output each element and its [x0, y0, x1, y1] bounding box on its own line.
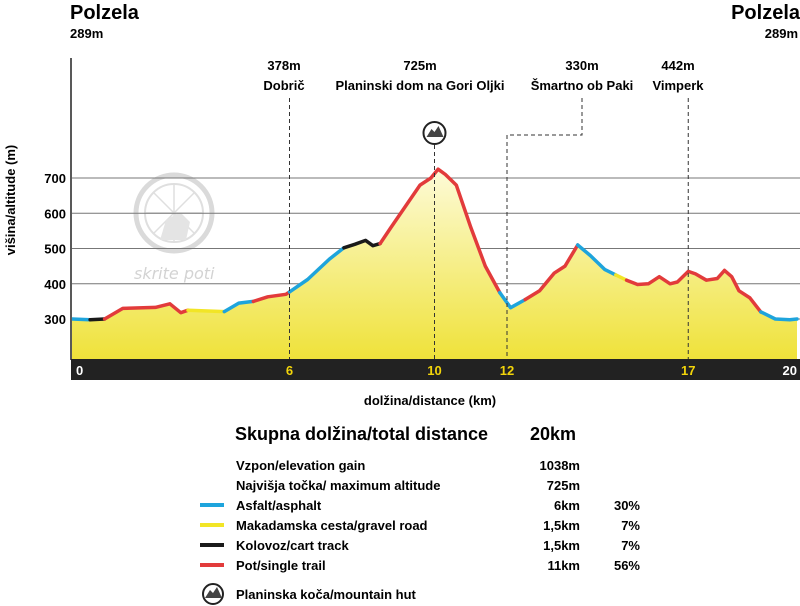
hut-legend-label: Planinska koča/mountain hut — [236, 587, 417, 602]
route-segment-trail — [523, 243, 580, 302]
route-segment-asphalt — [759, 310, 799, 322]
legend-percent: 7% — [621, 518, 640, 533]
route-segment-gravel — [614, 273, 629, 282]
legend-row-gravel: Makadamska cesta/gravel road 1,5km 7% — [200, 518, 640, 533]
stat-row: Vzpon/elevation gain 1038m — [236, 458, 580, 473]
stat-value: 1038m — [540, 458, 580, 473]
route-segment-gravel — [186, 308, 227, 314]
y-tick-label: 600 — [44, 206, 66, 221]
legend-row-trail: Pot/single trail 11km 56% — [200, 558, 640, 573]
legend-label: Pot/single trail — [236, 558, 326, 573]
waypoint-name: Planinski dom na Gori Oljki — [335, 78, 504, 93]
route-segment-trail — [624, 268, 763, 314]
summary-title: Skupna dolžina/total distance — [235, 424, 488, 444]
waypoint-2: 330m Šmartno ob Paki — [506, 58, 634, 359]
legend-value: 1,5km — [543, 518, 580, 533]
route-line — [72, 167, 799, 322]
legend-value: 11km — [547, 558, 580, 573]
waypoint-altitude: 725m — [403, 58, 436, 73]
logo-text: skrite poti — [134, 264, 215, 283]
x-tick-label: 17 — [681, 363, 695, 378]
mountain-hut-icon — [202, 583, 224, 605]
waypoints: 378m Dobrič 725m Planinski dom na Gori Oljk… — [263, 58, 704, 359]
legend-percent: 56% — [614, 558, 640, 573]
mountain-hut-icon — [422, 121, 447, 145]
x-axis-title: dolžina/distance (km) — [364, 393, 496, 408]
end-altitude: 289m — [765, 26, 798, 41]
waypoint-1: 725m Planinski dom na Gori Oljki — [335, 58, 505, 359]
waypoint-0: 378m Dobrič — [263, 58, 305, 359]
route-segment-asphalt — [575, 243, 618, 277]
waypoint-altitude: 378m — [267, 58, 300, 73]
route-segment-asphalt — [498, 290, 527, 310]
stat-label: Vzpon/elevation gain — [236, 458, 365, 473]
route-segment-asphalt — [287, 246, 346, 294]
start-place-name: Polzela — [70, 2, 140, 24]
waypoint-name: Dobrič — [263, 78, 304, 93]
y-tick-label: 700 — [44, 171, 66, 186]
x-tick-label: 0 — [76, 363, 83, 378]
hut-legend: Planinska koča/mountain hut — [202, 583, 417, 605]
stat-label: Najvišja točka/ maximum altitude — [236, 478, 440, 493]
stat-value: 725m — [547, 478, 580, 493]
x-tick-label: 10 — [427, 363, 441, 378]
legend-percent: 30% — [614, 498, 640, 513]
stat-row: Najvišja točka/ maximum altitude 725m — [236, 478, 580, 493]
x-tick-label: 20 — [783, 363, 797, 378]
end-place-name: Polzela — [731, 2, 800, 24]
skrite-poti-logo: skrite poti — [133, 172, 215, 283]
x-ticks: 0 6 10 12 17 20 — [76, 363, 797, 378]
route-segment-cart — [88, 317, 107, 322]
legend-value: 6km — [554, 498, 580, 513]
y-tick-label: 300 — [44, 312, 66, 327]
waypoint-name: Vimperk — [652, 78, 704, 93]
waypoint-altitude: 330m — [565, 58, 598, 73]
waypoint-3: 442m Vimperk — [652, 58, 704, 359]
x-axis-bar — [71, 359, 800, 380]
route-segment-cart — [342, 238, 382, 250]
x-tick-label: 12 — [500, 363, 514, 378]
y-tick-label: 500 — [44, 242, 66, 257]
legend-label: Kolovoz/cart track — [236, 538, 349, 553]
route-segment-trail — [102, 302, 190, 321]
legend-value: 1,5km — [543, 538, 580, 553]
waypoint-leader — [506, 98, 583, 359]
y-axis-title: višina/altitude (m) — [3, 145, 18, 256]
summary-total: 20km — [530, 424, 576, 444]
legend-row-asphalt: Asfalt/asphalt 6km 30% — [200, 498, 640, 513]
route-segment-asphalt — [72, 317, 92, 322]
y-tick-label: 400 — [44, 277, 66, 292]
route-segment-trail — [251, 290, 292, 304]
x-tick-label: 6 — [286, 363, 293, 378]
route-segment-asphalt — [222, 299, 256, 314]
legend-row-cart: Kolovoz/cart track 1,5km 7% — [200, 538, 640, 553]
waypoint-name: Šmartno ob Paki — [531, 78, 634, 93]
legend-label: Makadamska cesta/gravel road — [236, 518, 428, 533]
legend-label: Asfalt/asphalt — [236, 498, 322, 513]
summary-stats: Vzpon/elevation gain 1038m Najvišja točka/… — [200, 458, 640, 573]
route-segment-trail — [378, 167, 502, 295]
start-altitude: 289m — [70, 26, 103, 41]
legend-percent: 7% — [621, 538, 640, 553]
waypoint-altitude: 442m — [661, 58, 694, 73]
